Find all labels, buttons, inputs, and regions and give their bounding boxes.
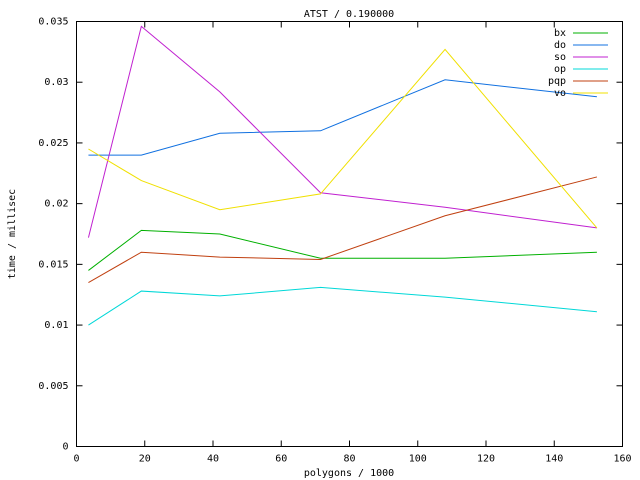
series-line	[88, 286, 597, 326]
y-tick-label: 0.03	[44, 77, 68, 88]
x-tick-label: 60	[275, 454, 287, 465]
legend-label: pqp	[548, 76, 566, 87]
x-tick-label: 40	[207, 454, 219, 465]
y-tick-label: 0.015	[38, 259, 68, 270]
y-tick-label: 0.025	[38, 138, 68, 149]
x-tick-label: 160	[613, 454, 631, 465]
y-tick-label: 0.01	[44, 320, 68, 331]
y-axis-label: time / millisec	[7, 189, 18, 279]
x-tick-label: 100	[409, 454, 427, 465]
y-tick-label: 0.035	[38, 17, 68, 28]
y-tick-label: 0	[62, 442, 68, 453]
series-line	[88, 48, 598, 229]
y-tick-label: 0.005	[38, 381, 68, 392]
x-tick-label: 120	[477, 454, 495, 465]
legend-label: do	[554, 40, 566, 51]
series-line	[88, 176, 598, 284]
series-line	[88, 79, 597, 156]
x-tick-label: 0	[73, 454, 79, 465]
legend-label: vo	[554, 88, 566, 99]
chart-title: ATST / 0.190000	[304, 9, 394, 20]
x-tick-label: 80	[343, 454, 355, 465]
legend-label: op	[554, 64, 566, 75]
series-line	[88, 229, 597, 271]
x-tick-label: 140	[545, 454, 563, 465]
series-line	[87, 25, 597, 238]
legend-label: bx	[554, 28, 566, 39]
y-tick-label: 0.02	[44, 199, 68, 210]
x-axis-label: polygons / 1000	[304, 468, 394, 479]
x-tick-label: 20	[139, 454, 151, 465]
legend-label: so	[554, 52, 566, 63]
